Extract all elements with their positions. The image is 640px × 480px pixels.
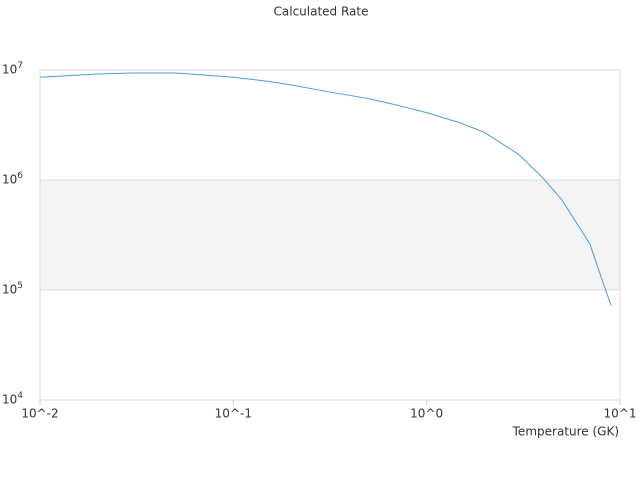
x-tick-label: 10^1 [604,407,637,421]
y-tick-label: 106 [2,171,23,187]
series-line [39,72,612,306]
x-axis-label: Temperature (GK) [512,425,619,439]
y-tick-label: 104 [2,391,23,407]
x-tick-label: 10^-1 [215,407,252,421]
chart-title: Calculated Rate [274,5,369,19]
x-tick-label: 10^-2 [21,407,58,421]
y-tick-label: 107 [2,61,23,77]
grid-band [40,180,620,290]
x-tick-label: 10^0 [410,407,443,421]
y-tick-label: 105 [2,281,23,297]
